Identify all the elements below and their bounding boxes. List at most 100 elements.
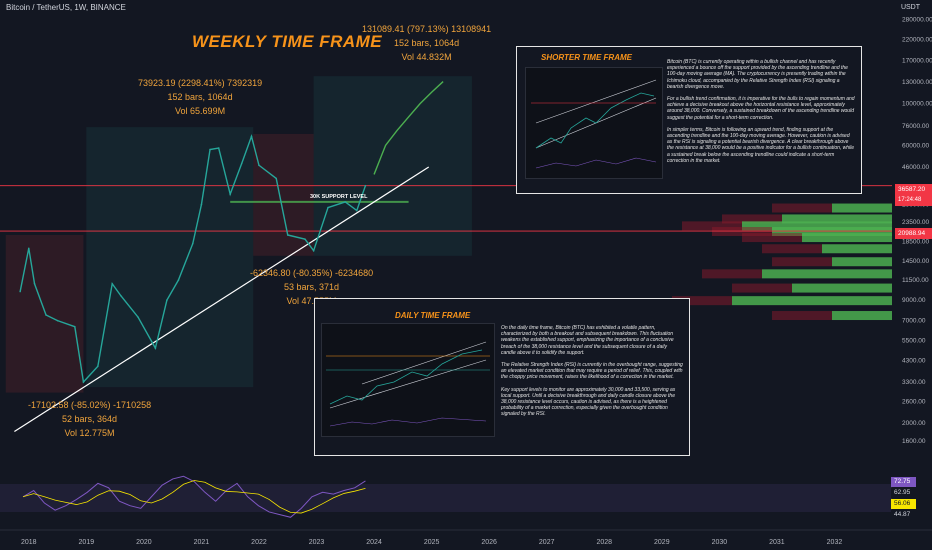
- price-point: [344, 201, 347, 203]
- ascending-trendline: [14, 166, 430, 432]
- rsi-tag-2-value: 62.95: [894, 489, 911, 496]
- price-point: [45, 314, 47, 316]
- x-tick-label: 2027: [539, 539, 555, 546]
- y-tick-label: 60000.00: [902, 142, 929, 149]
- stat-3-line2: 53 bars, 371d: [284, 282, 340, 292]
- bear-region-2022: [253, 133, 314, 256]
- volume-profile-bar: [782, 214, 892, 224]
- stat-4-line2: 52 bars, 364d: [62, 414, 118, 424]
- x-tick-label: 2022: [251, 539, 267, 546]
- shorter-timeframe-panel[interactable]: SHORTER TIME FRAME Bitcoin (BTC) is curr…: [516, 46, 862, 194]
- price-point: [74, 325, 76, 328]
- stat-3-line1: -62346.80 (-80.35%) -6234680: [250, 268, 374, 278]
- price-point: [258, 164, 260, 167]
- volume-profile-bar: [772, 227, 892, 237]
- price-point: [82, 381, 85, 383]
- y-tick-label: 23500.00: [902, 219, 929, 226]
- stat-2-line1: 131089.41 (797.13%) 13108941: [362, 24, 492, 34]
- shorter-paragraph: Bitcoin (BTC) is currently operating wit…: [667, 59, 848, 90]
- daily-paragraph: The Relative Strength Index (RSI) is cur…: [501, 362, 683, 381]
- price-line: [19, 133, 367, 384]
- price-point: [154, 347, 157, 349]
- y-tick-label: 170000.00: [902, 57, 932, 64]
- shorter-panel-title: SHORTER TIME FRAME: [541, 53, 632, 62]
- y-tick-label: 46000.00: [902, 164, 929, 171]
- rsi-tag-4: 44.87: [891, 510, 916, 520]
- stat-box-1: 73923.19 (2298.41%) 7392319 152 bars, 10…: [138, 76, 262, 118]
- current-price-value: 36587.20: [898, 186, 926, 193]
- price-point: [240, 162, 243, 165]
- price-point: [217, 147, 220, 149]
- volume-profile-bar: [802, 233, 892, 243]
- rsi-band: [0, 484, 892, 512]
- x-tick-label: 2026: [481, 539, 497, 546]
- stat-2-line3: Vol 44.832M: [401, 52, 452, 62]
- y-tick-label: 18500.00: [902, 238, 929, 245]
- daily-thumbnail-icon: [326, 341, 490, 427]
- weekly-title: WEEKLY TIME FRAME: [192, 32, 383, 51]
- price-point: [286, 234, 289, 236]
- price-point: [327, 206, 329, 209]
- volume-profile-bar-sell: [732, 283, 792, 293]
- x-tick-label: 2032: [827, 539, 843, 546]
- shorter-paragraph: In simpler terms, Bitcoin is following a…: [667, 126, 855, 164]
- volume-profile-bar: [832, 257, 892, 267]
- volume-profile-bar: [732, 296, 892, 306]
- y-tick-label: 5500.00: [902, 337, 926, 344]
- x-tick-label: 2018: [21, 539, 37, 546]
- x-tick-label: 2028: [596, 539, 612, 546]
- daily-timeframe-panel[interactable]: DAILY TIME FRAME On the daily time frame…: [314, 298, 690, 456]
- price-point: [33, 282, 36, 285]
- stat-1-line3: Vol 65.699M: [175, 106, 226, 116]
- y-tick-label: 14500.00: [902, 258, 929, 265]
- volume-profile-bar-sell: [742, 233, 802, 243]
- bull-region-2023-2025: [313, 76, 472, 256]
- stat-1-line2: 152 bars, 1064d: [167, 92, 233, 102]
- volume-profile-bar: [792, 283, 892, 293]
- y-tick-label: 7000.00: [902, 318, 926, 325]
- rsi-signal-line: [22, 480, 366, 514]
- volume-profile-bar-sell: [672, 296, 732, 306]
- price-point: [275, 177, 278, 180]
- price-point: [312, 249, 315, 252]
- bull-region-2019-2021: [86, 127, 254, 388]
- x-tick-label: 2019: [79, 539, 95, 546]
- volume-profile-bar-sell: [702, 269, 762, 279]
- y-tick-label: 3300.00: [902, 379, 926, 386]
- y-tick-label: 2000.00: [902, 420, 926, 427]
- rsi-tag-3: 56.06: [891, 499, 916, 509]
- rsi-line: [22, 475, 366, 518]
- price-point: [304, 238, 306, 240]
- price-point: [191, 242, 194, 245]
- support-level-label: 30K SUPPORT LEVEL: [310, 194, 368, 200]
- volume-profile-bar-sell: [762, 244, 822, 254]
- stat-box-2: 131089.41 (797.13%) 13108941 152 bars, 1…: [362, 22, 491, 64]
- y-tick-label: 280000.00: [902, 17, 932, 24]
- volume-profile-bar-sell: [772, 203, 832, 213]
- volume-profile-bar: [742, 221, 892, 231]
- price-point: [200, 203, 203, 206]
- volume-profile-bar-sell: [682, 221, 742, 231]
- x-tick-label: 2024: [366, 539, 382, 546]
- volume-profile-bar-sell: [772, 257, 832, 267]
- line-price-tag: 20988.94: [895, 228, 932, 239]
- price-point: [137, 316, 139, 319]
- volume-profile-bar: [822, 244, 892, 254]
- symbol-label[interactable]: Bitcoin / TetherUS, 1W, BINANCE: [6, 3, 126, 12]
- price-point: [356, 209, 358, 212]
- y-tick-label: 2600.00: [902, 398, 926, 405]
- shorter-paragraph: For a bullish trend confirmation, it is …: [667, 96, 855, 121]
- stat-box-4: -17102.58 (-85.02%) -1710258 52 bars, 36…: [28, 398, 151, 440]
- price-point: [120, 294, 122, 297]
- y-tick-label: 220000.00: [902, 36, 932, 43]
- countdown-value: 17:24:48: [898, 197, 922, 203]
- x-tick-label: 2031: [769, 539, 785, 546]
- y-tick-label: 1600.00: [902, 438, 926, 445]
- rsi-tag-3-value: 56.06: [894, 500, 911, 507]
- volume-profile-bar-sell: [772, 311, 832, 321]
- price-point: [364, 184, 367, 187]
- rsi-tag-2: 62.95: [891, 488, 916, 498]
- price-point: [97, 365, 99, 368]
- y-tick-label: 76000.00: [902, 123, 929, 130]
